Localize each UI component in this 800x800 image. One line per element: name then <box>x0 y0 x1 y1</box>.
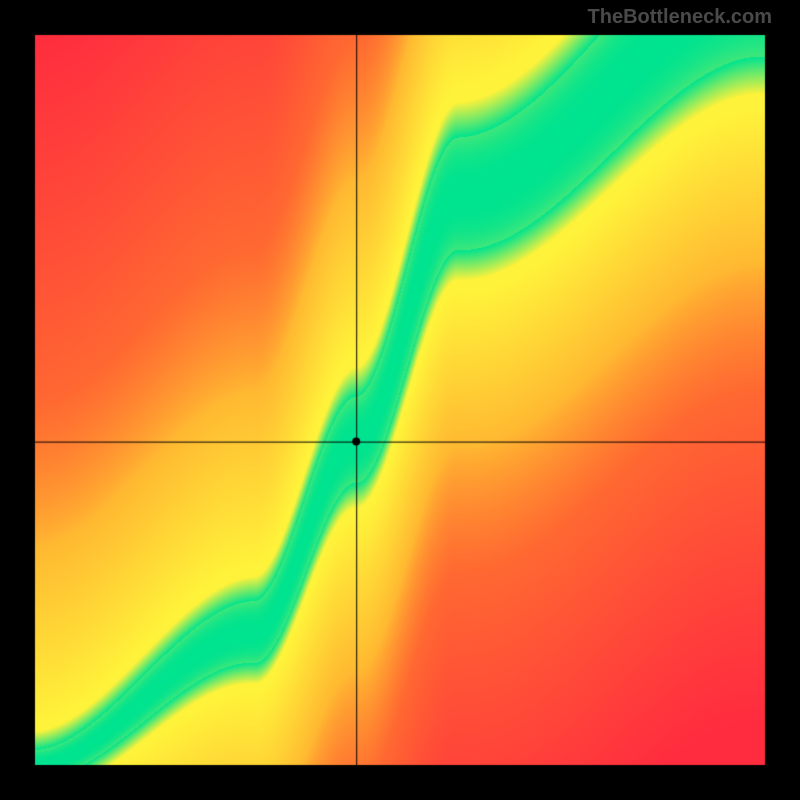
chart-container: TheBottleneck.com <box>0 0 800 800</box>
heatmap-canvas <box>0 0 800 800</box>
watermark-text: TheBottleneck.com <box>588 6 772 29</box>
